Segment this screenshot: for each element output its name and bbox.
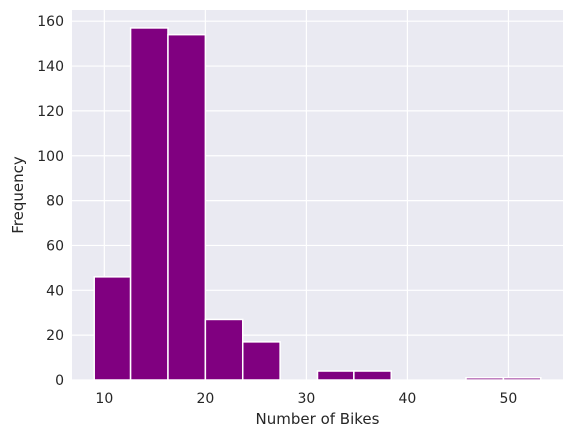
y-tick-label: 100 <box>37 149 64 165</box>
histogram-bar <box>167 33 207 381</box>
y-tick-label: 20 <box>46 328 64 344</box>
y-tick-label: 80 <box>46 194 64 210</box>
histogram-bar <box>353 370 393 381</box>
y-tick-label: 140 <box>37 59 64 75</box>
x-tick-label: 20 <box>196 391 214 407</box>
y-tick-label: 60 <box>46 238 64 254</box>
y-tick-label: 40 <box>46 283 64 299</box>
histogram-bar <box>129 27 169 381</box>
histogram-bar <box>502 377 542 381</box>
histogram-bar <box>241 341 281 381</box>
histogram-bar <box>465 377 505 381</box>
y-tick-label: 160 <box>37 14 64 30</box>
x-tick-label: 40 <box>399 391 417 407</box>
x-tick-label: 10 <box>95 391 113 407</box>
histogram-bar <box>316 370 355 381</box>
ticks-layer: 0 20 40 60 80 100 120 140 160 10 20 30 40 50 <box>37 14 517 407</box>
y-tick-label: 120 <box>37 104 64 120</box>
histogram-bar <box>93 276 132 381</box>
bars-layer <box>93 27 542 381</box>
y-axis-label: Frequency <box>9 156 27 234</box>
x-tick-label: 50 <box>500 391 518 407</box>
x-tick-label: 30 <box>297 391 315 407</box>
y-tick-label: 0 <box>55 373 64 389</box>
x-axis-label: Number of Bikes <box>256 410 380 428</box>
histogram-bar <box>204 318 244 381</box>
